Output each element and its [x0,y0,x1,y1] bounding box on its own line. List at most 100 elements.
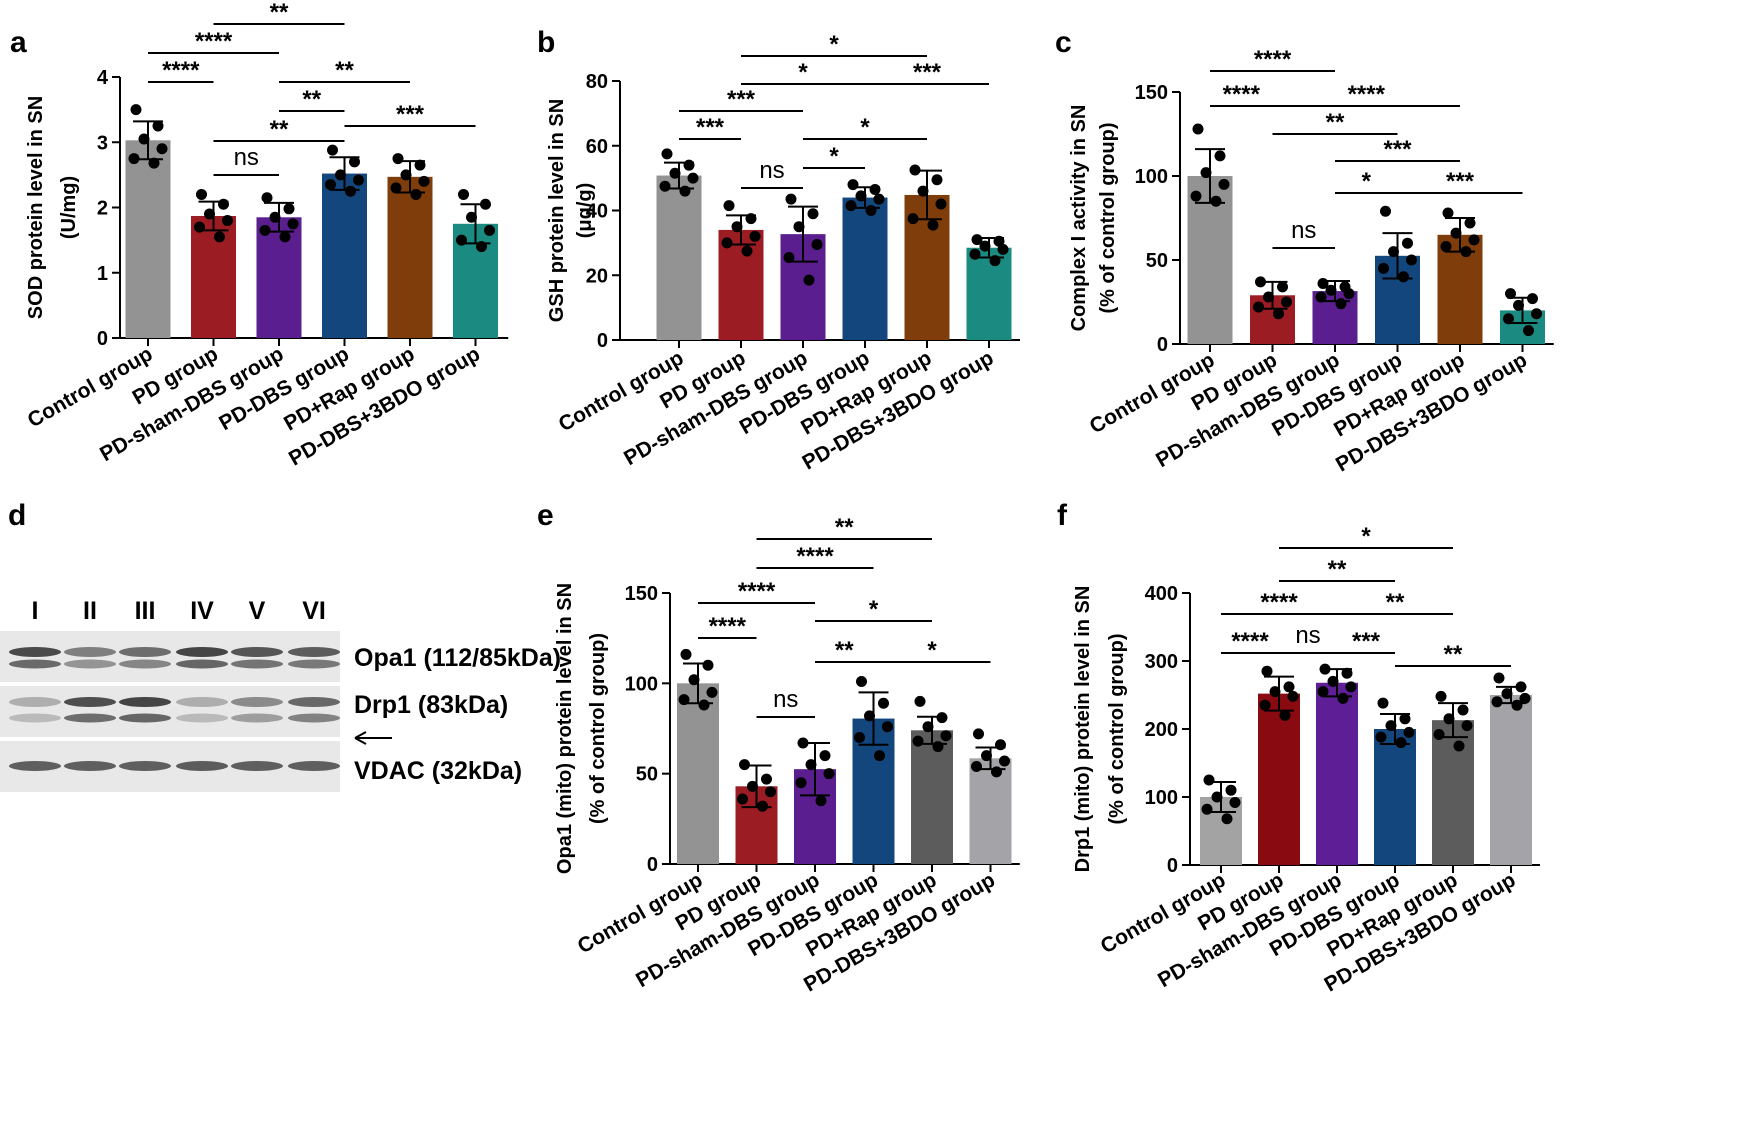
bar-2 [191,215,236,338]
data-point [1399,713,1411,725]
data-point [757,800,768,812]
y-tick-label: 0 [597,330,608,352]
y-axis-subtitle: (% of control group) [1106,633,1128,824]
bar-1 [125,140,171,338]
data-point [659,180,671,192]
blot-band [9,659,61,669]
bar-5 [1437,234,1483,344]
data-point [1515,681,1527,693]
data-point [795,777,807,789]
blot-band [119,697,171,707]
data-point [1402,237,1413,249]
bar-5 [1432,720,1474,865]
significance-label: * [798,59,808,86]
significance-label: * [829,143,839,170]
data-point [973,728,984,740]
data-point [1261,665,1273,677]
lane-label: II [83,597,97,625]
data-point [418,175,430,187]
data-point [765,786,776,798]
data-point [805,759,817,771]
data-point [261,192,273,204]
bar-5 [911,730,953,864]
data-point [466,211,477,223]
data-point [1375,731,1387,743]
significance-label: * [1361,523,1371,550]
data-point [1343,288,1355,300]
y-axis-title: GSH protein level in SN [546,99,568,322]
y-axis-subtitle: (% of control group) [1097,122,1119,313]
blot-label: VDAC (32kDa) [354,757,522,785]
data-point [1395,737,1407,749]
data-point [1450,227,1462,239]
data-point [400,169,412,181]
data-point [854,732,865,744]
significance-label: **** [738,578,776,605]
data-point [721,237,733,249]
significance-label: * [869,596,879,623]
data-point [678,694,690,706]
data-point [878,697,889,709]
data-point [138,133,150,145]
data-point [279,231,291,243]
blot-band [176,659,228,669]
y-axis-title: Opa1 (mito) protein level in SN [554,583,576,874]
y-tick-label: 0 [647,854,658,876]
significance-label: ** [835,637,854,664]
blot-band [176,761,228,771]
data-point [815,795,827,807]
panel-letter-b: b [537,26,555,59]
data-point [1513,299,1524,311]
data-point [325,179,336,191]
data-point [864,710,875,722]
blot-band [288,697,340,707]
data-point [971,234,983,246]
data-point [1253,301,1264,313]
significance-label: **** [162,57,200,84]
y-tick-label: 0 [1167,855,1178,877]
data-point [1531,308,1542,320]
data-point [1435,690,1447,702]
data-point [731,221,743,233]
data-point [922,721,934,733]
significance-label: **** [796,543,834,570]
data-point [819,750,831,762]
panel-letter-c: c [1055,26,1072,59]
data-point [1279,709,1291,721]
bar-1 [1187,176,1233,344]
blot-band [231,697,283,707]
significance-label: **** [195,28,233,55]
data-point [1503,313,1514,325]
y-axis-title: Drp1 (mito) protein level in SN [1072,586,1094,873]
panel-letter-a: a [10,26,27,59]
data-point [1377,697,1389,709]
data-point [1519,692,1531,704]
data-point [1491,696,1503,708]
data-point [979,240,991,252]
data-point [927,219,939,231]
data-point [335,169,346,181]
blot-band [176,697,228,707]
bar-1 [677,683,719,864]
blot-band [64,659,116,669]
blot-strip [0,631,340,682]
data-point [661,148,673,160]
blot-band [64,647,116,657]
y-tick-label: 50 [636,764,658,786]
data-point [679,185,691,197]
data-point [741,245,753,257]
significance-label: ns [1291,217,1316,244]
data-point [1440,241,1452,253]
y-tick-label: 2 [97,198,108,220]
data-point [1457,704,1469,716]
data-point [1287,690,1299,702]
significance-label: * [829,31,839,58]
data-point [737,793,748,805]
data-point [1453,740,1465,752]
blot-label: Drp1 (83kDa) [354,691,508,719]
data-point [698,699,710,711]
data-point [1200,167,1212,179]
data-point [669,167,681,179]
data-point [1385,720,1397,732]
data-point [1403,726,1415,738]
